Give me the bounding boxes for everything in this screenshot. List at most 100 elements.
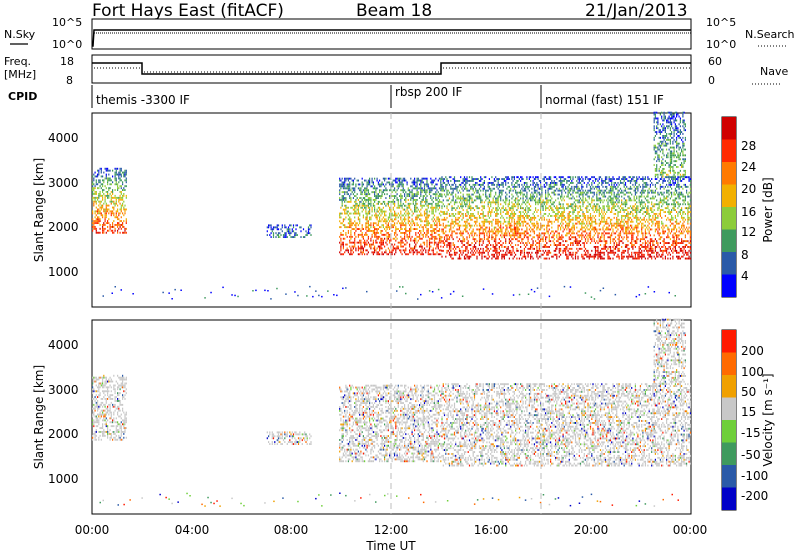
heatmap-cell (346, 200, 348, 203)
heatmap-cell (365, 212, 367, 215)
heatmap-cell (462, 230, 464, 233)
heatmap-cell (290, 224, 292, 227)
heatmap-cell (535, 197, 537, 200)
heatmap-cell (515, 234, 517, 237)
heatmap-cell (473, 215, 476, 217)
heatmap-cell (344, 191, 346, 194)
heatmap-cell (104, 220, 106, 222)
heatmap-cell (512, 213, 514, 215)
heatmap-cell (552, 211, 554, 213)
heatmap-cell (520, 251, 522, 254)
heatmap-cell (511, 216, 513, 219)
heatmap-cell (448, 191, 451, 194)
heatmap-cell (582, 185, 584, 188)
heatmap-cell (510, 228, 512, 231)
heatmap-cell (123, 193, 125, 195)
heatmap-cell (581, 183, 583, 186)
heatmap-cell (414, 237, 416, 240)
heatmap-cell (578, 242, 580, 244)
heatmap-cell (110, 210, 112, 213)
heatmap-cell (550, 199, 552, 202)
heatmap-cell (500, 230, 502, 233)
heatmap-cell (401, 195, 403, 197)
heatmap-cell (396, 189, 398, 192)
heatmap-cell (342, 241, 344, 244)
heatmap-cell (487, 257, 489, 260)
heatmap-cell (582, 226, 584, 229)
heatmap-cell (466, 224, 468, 227)
heatmap-cell (364, 243, 366, 246)
heatmap-cell (551, 207, 553, 210)
heatmap-cell (423, 195, 426, 197)
heatmap-cell (355, 202, 357, 205)
heatmap-cell (382, 226, 384, 229)
heatmap-cell (470, 213, 472, 215)
heatmap-cell (380, 243, 382, 246)
heatmap-cell (465, 187, 467, 190)
heatmap-cell (125, 173, 127, 176)
heatmap-cell (420, 232, 422, 234)
heatmap-cell (482, 189, 484, 192)
heatmap-cell (521, 251, 523, 254)
heatmap-cell (344, 181, 346, 184)
heatmap-cell (603, 191, 605, 194)
heatmap-cell (482, 224, 484, 227)
heatmap-cell (523, 209, 525, 211)
heatmap-cell (478, 238, 481, 241)
heatmap-cell (394, 210, 396, 213)
heatmap-cell (621, 257, 623, 260)
heatmap-cell (472, 183, 474, 186)
heatmap-cell (597, 251, 599, 254)
heatmap-cell (520, 180, 522, 182)
heatmap-cell (458, 257, 461, 260)
heatmap-cell (562, 240, 564, 243)
heatmap-cell (622, 242, 624, 244)
heatmap-cell (562, 230, 564, 233)
heatmap-cell (596, 199, 598, 202)
heatmap-cell (584, 251, 587, 254)
cpid-strip: CPID themis -3300 IF rbsp 200 IF normal … (8, 85, 664, 108)
heatmap-cell (547, 251, 549, 254)
heatmap-cell (108, 194, 110, 197)
heatmap-cell (451, 209, 453, 211)
heatmap-cell (556, 205, 558, 208)
heatmap-cell (556, 246, 558, 248)
heatmap-cell (493, 180, 495, 182)
heatmap-cell (584, 199, 587, 202)
heatmap-cell (441, 228, 443, 231)
heatmap-cell (496, 197, 498, 200)
heatmap-cell (371, 185, 373, 188)
heatmap-cell (608, 236, 610, 239)
heatmap-cell (362, 189, 364, 192)
heatmap-cell (500, 191, 502, 194)
heatmap-cell (107, 191, 109, 193)
heatmap-cell (593, 203, 595, 206)
heatmap-cell (591, 197, 593, 200)
heatmap-cell (599, 220, 602, 223)
heatmap-cell (545, 209, 547, 211)
heatmap-cell (119, 191, 121, 193)
heatmap-cell (493, 232, 495, 235)
heatmap-cell (425, 249, 427, 252)
heatmap-cell (386, 220, 388, 223)
heatmap-cell (380, 239, 382, 242)
heatmap-cell (496, 247, 498, 250)
heatmap-cell (594, 226, 597, 229)
heatmap-cell (369, 218, 371, 221)
heatmap-cell (507, 182, 509, 184)
heatmap-cell (560, 203, 562, 206)
heatmap-cell (463, 238, 466, 241)
heatmap-cell (350, 199, 352, 201)
heatmap-cell (361, 224, 363, 227)
heatmap-cell (507, 246, 509, 248)
heatmap-cell (451, 234, 453, 237)
heatmap-cell (501, 232, 503, 235)
heatmap-cell (609, 189, 612, 192)
heatmap-cell (352, 181, 354, 184)
heatmap-cell (562, 222, 564, 225)
heatmap-cell (565, 234, 567, 237)
heatmap-cell (571, 218, 573, 221)
heatmap-cell (476, 228, 478, 231)
heatmap-cell (604, 246, 607, 248)
heatmap-cell (568, 247, 570, 250)
